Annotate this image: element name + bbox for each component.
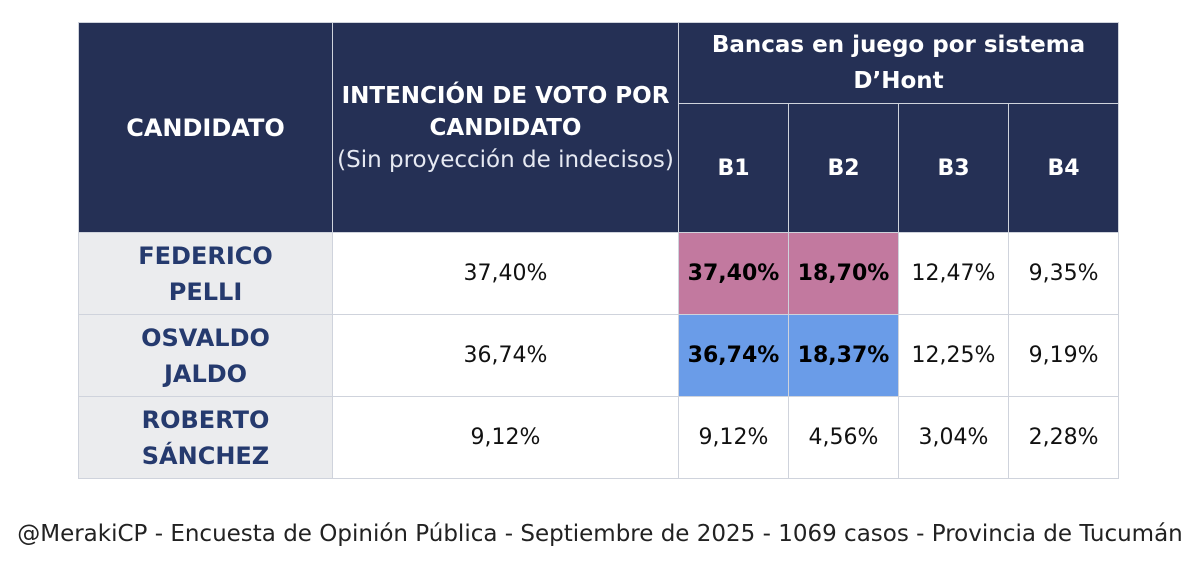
- candidate-first-name: FEDERICO: [138, 241, 273, 270]
- seats-group-header: Bancas en juego por sistema D’Hont: [677, 22, 1120, 104]
- intention-column-header: INTENCIÓN DE VOTO POR CANDIDATO (Sin pro…: [332, 22, 679, 233]
- seat-cell-b1: 36,74%: [678, 314, 789, 397]
- candidate-first-name: OSVALDO: [141, 323, 270, 352]
- seat-cell-b3: 12,47%: [898, 232, 1009, 315]
- seat-cell-b1: 37,40%: [678, 232, 789, 315]
- seat-cell-b3: 12,25%: [898, 314, 1009, 397]
- intention-cell: 9,12%: [332, 396, 679, 479]
- intention-header-title: INTENCIÓN DE VOTO POR CANDIDATO: [341, 82, 670, 141]
- table-row: ROBERTO SÁNCHEZ 9,12% 9,12% 4,56% 3,04% …: [78, 396, 1120, 479]
- seat-header-b4: B4: [1007, 103, 1120, 233]
- candidate-name-cell: FEDERICO PELLI: [78, 232, 333, 315]
- intention-cell: 37,40%: [332, 232, 679, 315]
- seat-cell-b1: 9,12%: [678, 396, 789, 479]
- seat-cell-b2: 4,56%: [788, 396, 899, 479]
- seat-header-b3: B3: [898, 103, 1009, 233]
- seat-cell-b4: 2,28%: [1007, 396, 1120, 479]
- candidate-column-header: CANDIDATO: [78, 22, 333, 233]
- candidate-last-name: JALDO: [163, 359, 248, 388]
- source-footer: @MerakiCP - Encuesta de Opinión Pública …: [17, 521, 1183, 547]
- table-row: FEDERICO PELLI 37,40% 37,40% 18,70% 12,4…: [78, 232, 1120, 315]
- results-table: CANDIDATO INTENCIÓN DE VOTO POR CANDIDAT…: [78, 22, 1120, 479]
- candidate-name-cell: ROBERTO SÁNCHEZ: [78, 396, 333, 479]
- seat-cell-b2: 18,70%: [788, 232, 899, 315]
- seat-cell-b4: 9,19%: [1007, 314, 1120, 397]
- table-row: OSVALDO JALDO 36,74% 36,74% 18,37% 12,25…: [78, 314, 1120, 397]
- seat-cell-b2: 18,37%: [788, 314, 899, 397]
- seat-header-b2: B2: [788, 103, 899, 233]
- candidate-last-name: SÁNCHEZ: [141, 441, 270, 470]
- candidate-first-name: ROBERTO: [141, 405, 270, 434]
- seat-header-b1: B1: [678, 103, 789, 233]
- seat-cell-b3: 3,04%: [898, 396, 1009, 479]
- intention-header-note: (Sin proyección de indecisos): [337, 146, 674, 173]
- seat-cell-b4: 9,35%: [1007, 232, 1120, 315]
- candidate-last-name: PELLI: [168, 277, 243, 306]
- candidate-name-cell: OSVALDO JALDO: [78, 314, 333, 397]
- intention-cell: 36,74%: [332, 314, 679, 397]
